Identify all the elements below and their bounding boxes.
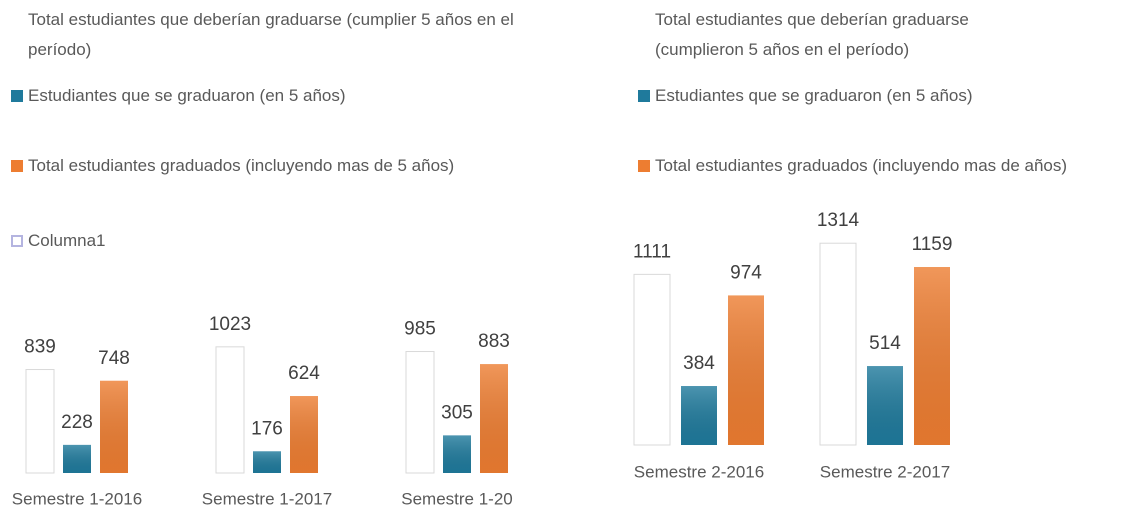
- data-label: 985: [404, 319, 436, 340]
- bar: [405, 351, 435, 474]
- data-label: 305: [441, 402, 473, 423]
- legend-swatch: [638, 160, 650, 172]
- legend-label: Estudiantes que se graduaron (en 5 años): [655, 86, 973, 105]
- legend-swatch: [638, 14, 650, 26]
- bar: [25, 369, 55, 474]
- bar: [633, 273, 671, 446]
- data-label: 1111: [633, 241, 671, 262]
- legend-swatch: [11, 14, 23, 26]
- bar-shade: [728, 295, 764, 445]
- legend-swatch: [11, 160, 23, 172]
- legend-label: Total estudiantes graduados (incluyendo …: [655, 156, 1068, 175]
- data-label: 1159: [912, 234, 953, 255]
- data-label: 228: [61, 412, 93, 433]
- legend-label: Total estudiantes que deberían graduarse…: [28, 10, 514, 59]
- legend-item: Total estudiantes que deberían graduarse…: [11, 5, 536, 65]
- data-label: 883: [478, 331, 510, 352]
- data-label: 384: [683, 353, 715, 374]
- bar-shade: [914, 267, 950, 445]
- bar-shade: [867, 366, 903, 445]
- bar-shade: [290, 396, 318, 473]
- x-tick-label: Semestre 1-20: [401, 489, 513, 508]
- data-label: 176: [251, 418, 283, 439]
- bar-shade: [443, 435, 471, 473]
- bar-shade: [253, 451, 281, 473]
- data-label: 748: [98, 348, 130, 369]
- data-label: 1023: [209, 314, 251, 335]
- legend-item: Columna1: [11, 226, 311, 256]
- data-label: 514: [869, 333, 901, 354]
- legend-item: Total estudiantes que deberían graduarse…: [638, 5, 1038, 65]
- bar-shade: [63, 444, 91, 473]
- data-label: 974: [730, 262, 762, 283]
- bar-shade: [681, 386, 717, 445]
- legend-swatch: [638, 90, 650, 102]
- legend-item: Estudiantes que se graduaron (en 5 años): [638, 81, 1136, 111]
- legend-label: Columna1: [28, 231, 106, 250]
- bar-shade: [480, 364, 508, 473]
- bar: [819, 242, 857, 446]
- data-label: 624: [288, 363, 320, 384]
- data-label: 1314: [817, 210, 860, 231]
- bar: [215, 346, 245, 474]
- legend-item: Total estudiantes graduados (incluyendo …: [11, 151, 556, 181]
- legend-label: Total estudiantes graduados (incluyendo …: [28, 156, 455, 175]
- x-tick-label: Semestre 1-2017: [202, 489, 332, 508]
- x-tick-label: Semestre 1-2016: [12, 489, 142, 508]
- x-tick-label: Semestre 2-2016: [634, 462, 764, 481]
- data-label: 839: [24, 337, 56, 358]
- legend-item: Estudiantes que se graduaron (en 5 años): [11, 81, 551, 111]
- legend-swatch: [11, 235, 23, 247]
- legend-label: Total estudiantes que deberían graduarse…: [655, 10, 969, 59]
- bar-shade: [100, 380, 128, 473]
- x-tick-label: Semestre 2-2017: [820, 462, 950, 481]
- legend-label: Estudiantes que se graduaron (en 5 años): [28, 86, 346, 105]
- legend-swatch: [11, 90, 23, 102]
- legend-item: Total estudiantes graduados (incluyendo …: [638, 151, 1136, 181]
